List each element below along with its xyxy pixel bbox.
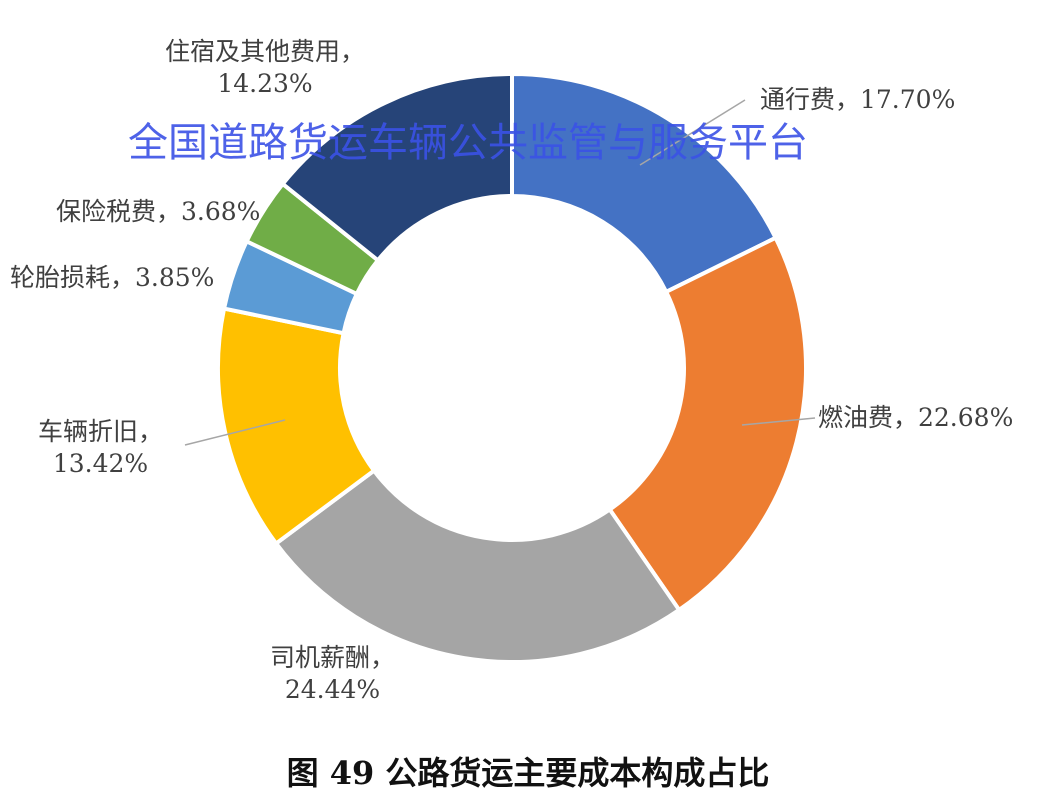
watermark: 全国道路货运车辆公共监管与服务平台 <box>128 120 808 166</box>
chart-title: 图 49 公路货运主要成本构成占比 <box>286 754 770 792</box>
label-insurance: 保险税费，3.68% <box>56 197 261 226</box>
slice-7 <box>279 71 514 264</box>
leader-line-fuel <box>741 417 816 426</box>
label-driver: 司机薪酬， 24.44% <box>270 643 396 704</box>
leader-line-depreciation <box>184 419 286 446</box>
leader-line-toll <box>639 99 746 166</box>
slice-1 <box>510 71 779 295</box>
label-fuel: 燃油费，22.68% <box>818 403 1014 432</box>
slice-3 <box>273 467 682 664</box>
slice-2 <box>606 235 808 613</box>
label-tire: 轮胎损耗，3.85% <box>10 263 215 292</box>
label-toll: 通行费，17.70% <box>760 85 956 114</box>
label-depreciation: 车辆折旧， 13.42% <box>38 417 164 478</box>
label-lodging: 住宿及其他费用， 14.23% <box>165 37 366 98</box>
